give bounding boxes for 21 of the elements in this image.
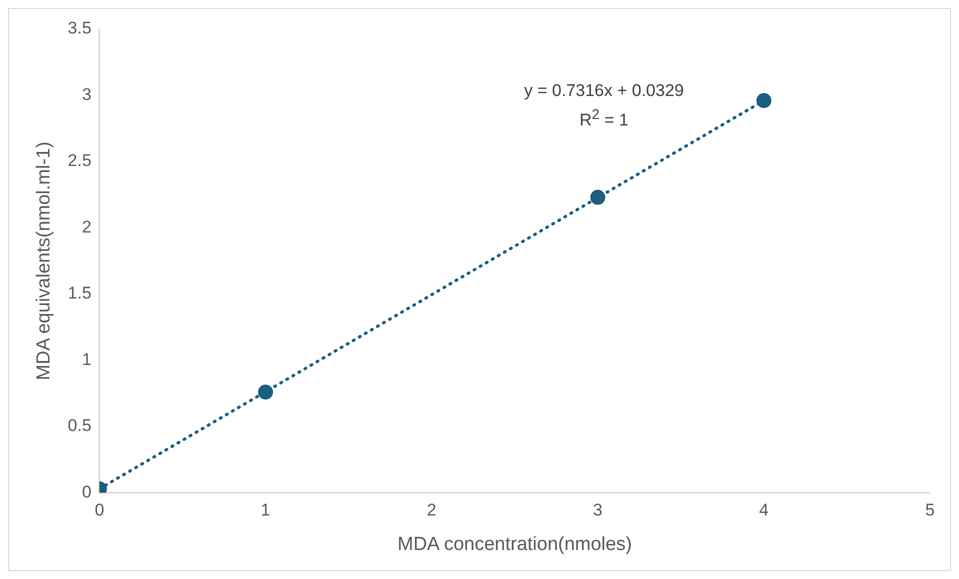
y-tick-label: 2.5 bbox=[68, 151, 92, 170]
x-tick-label: 5 bbox=[925, 500, 935, 520]
y-tick-label: 1.5 bbox=[68, 284, 92, 303]
x-tick-label: 0 bbox=[94, 500, 104, 520]
x-tick-label: 3 bbox=[593, 500, 603, 520]
y-axis-title: MDA equivalents(nmol.ml-1) bbox=[34, 142, 55, 380]
y-tick-label: 0 bbox=[82, 482, 92, 502]
point bbox=[756, 93, 772, 108]
y-tick-label: 1 bbox=[82, 350, 92, 369]
x-tick-label: 4 bbox=[759, 500, 769, 520]
y-tick-label: 2 bbox=[82, 217, 92, 236]
y-tick-label: 0.5 bbox=[68, 416, 92, 436]
y-tick-label: 3.5 bbox=[68, 18, 92, 38]
x-tick-label: 1 bbox=[260, 500, 270, 520]
annotation: R$^{2}$ = 1 bbox=[578, 106, 630, 132]
x-axis-title: MDA concentration(nmoles) bbox=[397, 534, 632, 555]
point bbox=[258, 384, 274, 400]
y-tick-label: 3 bbox=[82, 84, 92, 104]
point bbox=[590, 190, 606, 205]
annotation: y = 0.7316x + 0.0329 bbox=[523, 80, 685, 102]
x-tick-label: 2 bbox=[426, 500, 436, 520]
